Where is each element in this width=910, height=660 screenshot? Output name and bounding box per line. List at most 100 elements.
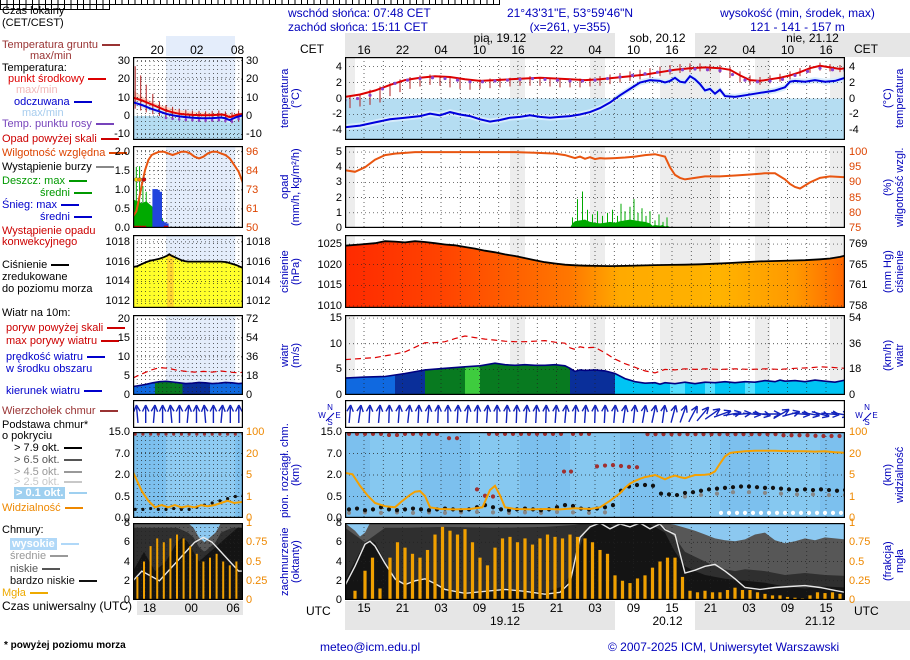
legend-deszcz-max: Deszcz: max xyxy=(2,176,87,187)
tick-label-chmury: 2.0 xyxy=(326,469,342,481)
legend-line-swatch xyxy=(87,356,106,359)
legend-konwekcyjnego: konwekcyjnego xyxy=(2,237,77,248)
panel-wind xyxy=(345,315,845,395)
legend-label: Widzialność xyxy=(2,502,61,514)
tick-label-temperatura: 4 xyxy=(849,60,856,73)
tick-label-wiatr: 54 xyxy=(849,312,862,325)
bottom-hour-label: 15 xyxy=(665,601,679,615)
legend-line-swatch xyxy=(63,481,82,484)
bottom-hour-label: 15 xyxy=(357,601,371,615)
tick-label-zachmurzenie: 2 xyxy=(123,574,130,587)
legend-średni: średni xyxy=(40,212,92,223)
axis-title-wiatr-right: (km/h) wiatr xyxy=(882,339,906,371)
axis-title-wiatr-left: wiatr (m/s) xyxy=(279,342,302,368)
legend-label: Chmury: xyxy=(2,524,44,536)
tick-label-opad: 61 xyxy=(246,202,259,215)
legend-line-swatch xyxy=(51,264,70,267)
top-hour-label: 22 xyxy=(395,43,410,57)
tick-label-zachmurzenie: 0.75 xyxy=(246,536,268,549)
tick-label-chmury: 1 xyxy=(849,490,856,503)
legend-label: Wilgotność względna xyxy=(2,147,106,159)
legend-label: o pokryciu xyxy=(2,430,53,442)
tick-label-opad: 1 xyxy=(335,206,342,219)
bottom-hour-label: 03 xyxy=(588,601,602,615)
legend-wystąpienie-opadu: Wystąpienie opadu xyxy=(2,226,95,237)
tick-label-wiatr: 10 xyxy=(329,337,342,350)
tick-label-chmury: 7.0 xyxy=(114,447,130,460)
top-hour-label: 04 xyxy=(434,43,448,57)
top-hour-label: 16 xyxy=(511,43,525,57)
axis-title-opad-left: opad (mm/h, kg/m²/h) xyxy=(279,148,302,226)
tick-label-opad: 100 xyxy=(849,146,868,159)
legend-line-swatch xyxy=(63,471,82,474)
svg-text:N: N xyxy=(864,403,870,412)
legend-czas-uniwersalny-utc-: Czas uniwersalny (UTC) xyxy=(2,600,132,612)
panel-temperature xyxy=(345,57,845,140)
legend-line-swatch xyxy=(63,459,82,462)
bottom-hour-label: 21 xyxy=(549,601,564,615)
tick-label-chmury: 0 xyxy=(246,512,253,524)
tick-label-opad: 96 xyxy=(246,145,259,158)
bottom-hour-label: 15 xyxy=(511,601,525,615)
tick-label-wiatr: 36 xyxy=(246,350,259,363)
location-coords: 21°43'31"E, 53°59'46"N (x=261, y=355) xyxy=(460,6,680,34)
axis-title-chmury-right: (km) widzialność xyxy=(882,446,906,504)
axis-title-zachmurzenie-right: (frakcja) mgła xyxy=(882,541,906,582)
axis-title-cisnienie-left: ciśnienie (hPa) xyxy=(279,250,302,293)
legend-line-swatch xyxy=(61,204,80,207)
legend-label: Mgła xyxy=(2,587,26,599)
legend-label: bardzo niskie xyxy=(10,575,75,587)
legend-line-swatch xyxy=(73,216,92,219)
top-hour-label: 16 xyxy=(819,43,833,57)
tick-label-wiatr: 18 xyxy=(849,363,862,376)
tick-label-opad: 2 xyxy=(335,191,342,204)
axis-title-zachmurzenie-left: zachmurzenie (oktanty) xyxy=(279,527,302,596)
axis-title-temperatura-left: temperatura (°C) xyxy=(279,68,302,129)
tick-label-zachmurzenie: 0.75 xyxy=(849,536,871,549)
legend-line-swatch xyxy=(68,180,87,183)
bottom-date-label: 20.12 xyxy=(652,614,683,628)
tick-label-zachmurzenie: 0.5 xyxy=(849,555,865,568)
tick-label-opad: 0.5 xyxy=(114,202,130,215)
bottom-hour-label: 21 xyxy=(703,601,718,615)
day-label: pią, 19.12 xyxy=(473,31,527,45)
tick-label-zachmurzenie: 8 xyxy=(123,517,130,529)
bottom-date-label: 21.12 xyxy=(804,614,836,628)
legend-label: Podstawa chmur* xyxy=(2,419,89,431)
altitude-label: wysokość (min, środek, max) xyxy=(720,6,875,20)
tick-label-cisnienie: 1015 xyxy=(317,279,342,292)
legend-podstawa-chmur-: Podstawa chmur* xyxy=(2,420,88,431)
tick-label-cisnienie: 1012 xyxy=(246,295,271,308)
legend--4-5-okt-: > 4.5 okt. xyxy=(14,467,82,478)
legend-label: niskie xyxy=(10,563,39,575)
legend-label: Wystąpienie burzy xyxy=(2,161,92,173)
top-hour-label: 04 xyxy=(588,43,602,57)
legend-kierunek-wiatru: kierunek wiatru xyxy=(6,386,102,397)
legend--cet-cest-: (CET/CEST) xyxy=(2,18,64,29)
tick-label-temperatura: 0 xyxy=(335,92,342,105)
legend-label: > 4.5 okt. xyxy=(14,466,60,478)
tick-label-cisnienie: 1010 xyxy=(317,299,342,312)
axis-title-cisnienie-right: (mm Hg) ciśnienie xyxy=(882,250,906,293)
tick-label-zachmurzenie: 4 xyxy=(335,555,342,568)
legend-do-poziomu-morza: do poziomu morza xyxy=(2,284,93,295)
tick-label-zachmurzenie: 0.25 xyxy=(849,574,871,587)
legend-zredukowane: zredukowane xyxy=(2,272,67,283)
tick-label-wiatr: 10 xyxy=(117,350,130,363)
bottom-hour-label: 03 xyxy=(434,601,448,615)
tick-label-temperatura: 10 xyxy=(117,91,130,104)
mini-panel-wind-direction xyxy=(133,400,243,428)
legend-line-swatch xyxy=(63,447,82,450)
mini-top-band xyxy=(166,36,235,56)
email-link[interactable]: meteo@icm.edu.pl xyxy=(320,640,421,654)
utc-left-label: UTC xyxy=(306,604,331,618)
legend-wierzchołek-chmur: Wierzchołek chmur xyxy=(2,406,118,417)
legend-label: w środku obszaru xyxy=(6,363,93,375)
legend-średni: średni xyxy=(40,188,92,199)
tick-label-zachmurzenie: 8 xyxy=(335,517,342,529)
legend-line-swatch xyxy=(50,555,69,558)
tick-label-opad: 84 xyxy=(246,164,259,177)
legend-niskie: niskie xyxy=(10,563,61,575)
legend-label: > 2.5 okt. xyxy=(14,476,60,488)
